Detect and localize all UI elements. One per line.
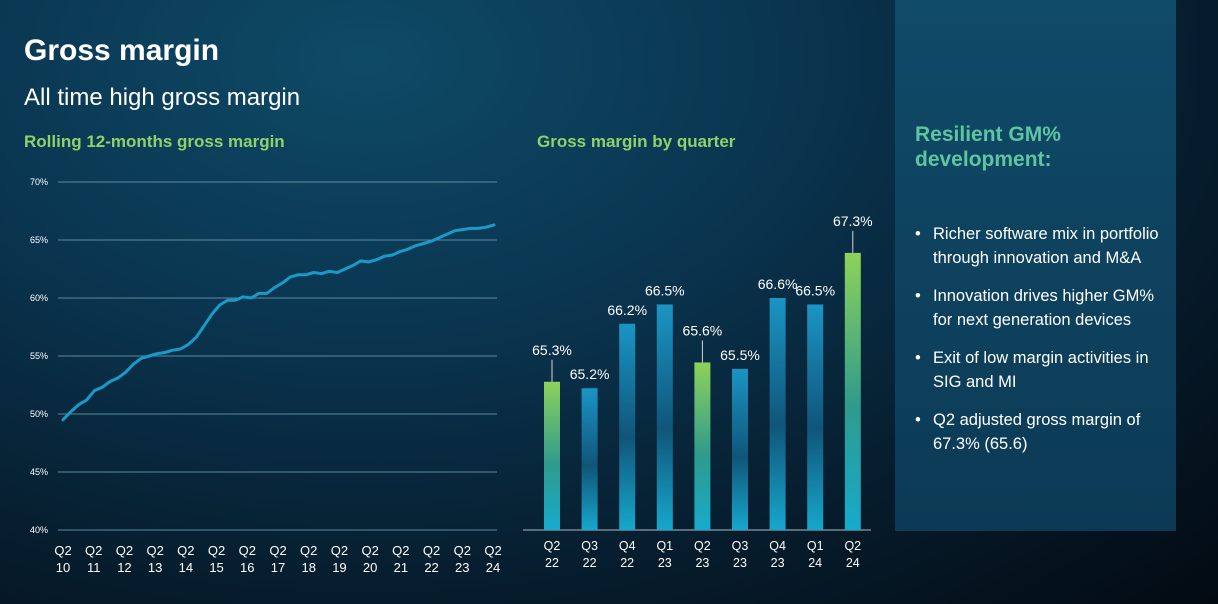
y-tick-label: 70% [30,177,48,187]
bar-category-label-top: Q3 [581,539,598,553]
bar [732,368,748,530]
page-subtitle: All time high gross margin [24,84,301,111]
x-tick-label-top: Q2 [177,543,194,558]
y-tick-label: 40% [30,525,48,535]
bar [544,381,560,530]
summary-panel: Resilient GM% development: Richer softwa… [895,0,1176,531]
y-tick-label: 55% [30,351,48,361]
x-tick-label-top: Q2 [361,543,378,558]
bar-category-label-bottom: 23 [771,556,785,570]
panel-title: Resilient GM% development: [915,123,1061,171]
bar-chart: 65.3% Q2 22 65.2% Q3 22 66.2% Q4 22 66.5% Q1 23 65.6… [523,213,873,570]
bar [581,388,598,530]
x-tick-label-top: Q2 [85,543,102,558]
bar-value-label: 66.6% [758,276,798,292]
x-tick-label-top: Q2 [484,543,501,558]
x-tick-label-top: Q2 [454,543,471,558]
line-chart: 40% 45% 50% 55% 60% 65% 70% Q2 10 Q2 11 Q2 12 Q2 13 Q2 1… [30,177,502,575]
bar-category-label-top: Q1 [807,539,824,553]
x-tick-label-bottom: 14 [179,560,193,575]
y-tick-label: 65% [30,235,48,245]
x-tick-label-top: Q2 [116,543,133,558]
y-tick-label: 60% [30,293,48,303]
bar-category-label-bottom: 22 [620,556,634,570]
series-line [61,223,496,422]
x-tick-label-bottom: 22 [424,560,438,575]
bar-category-label-bottom: 22 [545,556,559,570]
bar-value-label: 66.5% [645,282,685,298]
bar [619,323,636,530]
x-tick-label-bottom: 19 [332,560,346,575]
bar-value-label: 66.5% [795,282,835,298]
bar-category-label-bottom: 23 [658,556,672,570]
x-tick-label-bottom: 10 [56,560,70,575]
x-tick-label-bottom: 13 [148,560,162,575]
y-tick-label: 50% [30,409,48,419]
bar-category-label-bottom: 24 [808,556,822,570]
bullet-item: Richer software mix in portfolio through… [913,222,1163,270]
bar-category-label-bottom: 22 [583,556,597,570]
bar-value-label: 65.3% [532,342,572,358]
x-tick-label-bottom: 17 [271,560,285,575]
bar-category-label-top: Q4 [619,539,636,553]
x-tick-label-top: Q2 [331,543,348,558]
x-tick-label-top: Q2 [208,543,225,558]
x-tick-label-top: Q2 [269,543,286,558]
bar-category-label-bottom: 23 [733,556,747,570]
x-tick-label-top: Q2 [54,543,71,558]
charts-canvas: 40% 45% 50% 55% 60% 65% 70% Q2 10 Q2 11 Q2 12 Q2 13 Q2 1… [30,177,873,575]
bar-category-label-top: Q3 [732,539,749,553]
bar-category-label-top: Q2 [844,539,861,553]
bar-category-label-bottom: 24 [846,556,860,570]
y-tick-label: 45% [30,467,48,477]
page-title: Gross margin [24,34,220,67]
bar-value-label: 65.6% [683,322,723,338]
bullet-item: Exit of low margin activities in SIG and… [913,346,1163,394]
panel-bullets: Richer software mix in portfolio through… [913,222,1163,470]
x-tick-label-bottom: 11 [87,560,101,575]
x-tick-label-bottom: 21 [394,560,408,575]
bar [844,252,861,530]
bar [656,304,673,530]
bar-category-label-bottom: 23 [695,556,709,570]
x-tick-label-bottom: 18 [301,560,315,575]
x-tick-label-top: Q2 [392,543,409,558]
x-tick-label-top: Q2 [146,543,163,558]
bar-category-label-top: Q2 [544,539,561,553]
bar-category-label-top: Q1 [656,539,673,553]
bullet-item: Innovation drives higher GM% for next ge… [913,284,1163,332]
line-chart-title: Rolling 12-months gross margin [24,132,285,151]
bullet-item: Q2 adjusted gross margin of 67.3% (65.6) [913,408,1163,456]
bar [769,298,786,530]
x-tick-label-top: Q2 [239,543,256,558]
x-tick-label-bottom: 15 [209,560,223,575]
bar [694,362,711,530]
bar-chart-title: Gross margin by quarter [537,132,736,151]
bar-value-label: 67.3% [833,213,873,229]
x-tick-label-top: Q2 [423,543,440,558]
x-tick-label-bottom: 12 [117,560,131,575]
bar-category-label-top: Q2 [694,539,711,553]
x-tick-label-top: Q2 [300,543,317,558]
x-tick-label-bottom: 16 [240,560,254,575]
x-tick-label-bottom: 23 [455,560,469,575]
bar [807,304,824,530]
bar-value-label: 66.2% [607,302,647,318]
x-tick-label-bottom: 24 [486,560,500,575]
x-tick-label-bottom: 20 [363,560,377,575]
bar-category-label-top: Q4 [769,539,786,553]
bar-value-label: 65.2% [570,366,610,382]
bar-value-label: 65.5% [720,347,760,363]
